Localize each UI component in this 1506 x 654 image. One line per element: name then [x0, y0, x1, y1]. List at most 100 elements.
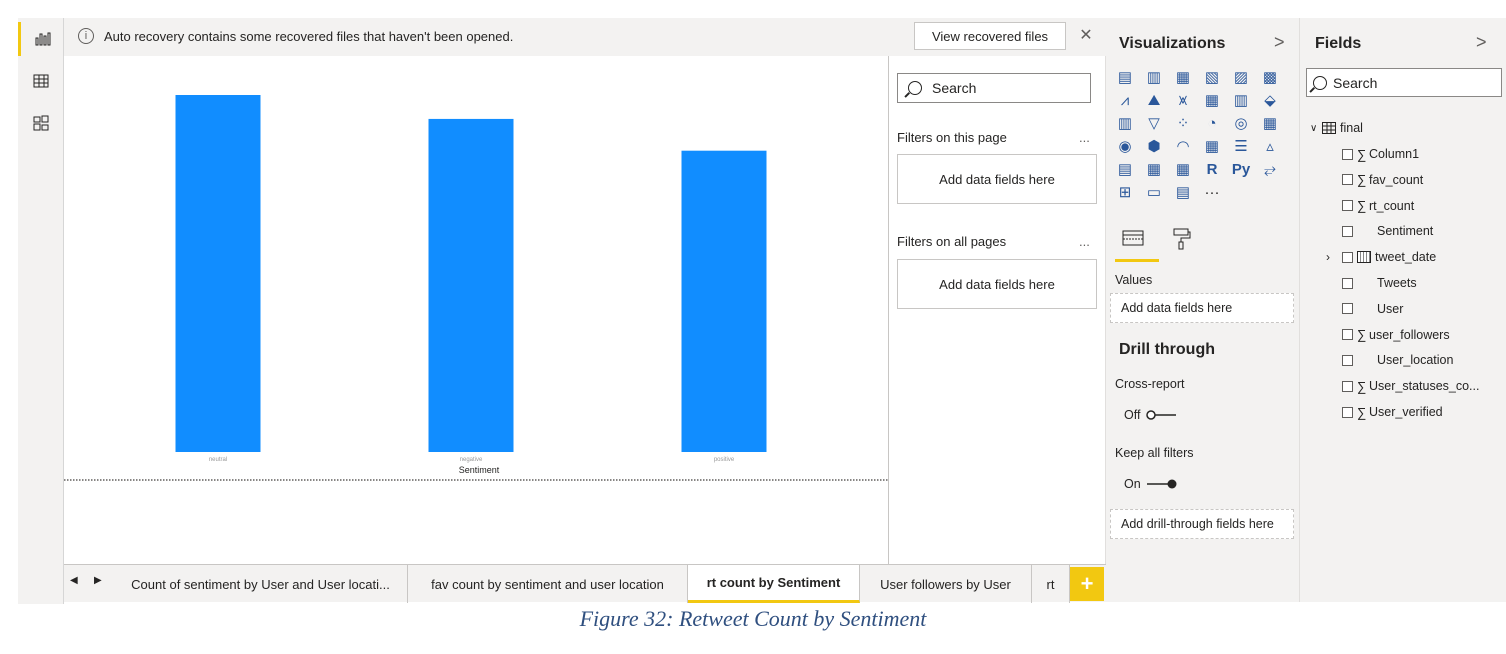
calendar-icon	[1357, 251, 1371, 264]
cross-report-label: Cross-report	[1115, 377, 1185, 391]
clustered-bar-icon[interactable]: ▦	[1175, 69, 1191, 86]
line-column-icon[interactable]: ▦	[1204, 92, 1220, 109]
100-column-icon[interactable]: ▩	[1262, 69, 1278, 86]
keep-all-filters-toggle[interactable]: On	[1124, 477, 1177, 491]
qa-icon[interactable]: ▭	[1146, 184, 1162, 201]
pie-chart-icon[interactable]: ◔	[1207, 115, 1217, 132]
sigma-icon: ∑	[1357, 172, 1367, 188]
field-sentiment[interactable]: Sentiment	[1342, 221, 1433, 241]
field-user-verified[interactable]: ∑ User_verified	[1342, 402, 1443, 422]
stacked-column-icon[interactable]: ▥	[1146, 69, 1162, 86]
decomposition-tree-icon[interactable]: ⊞	[1118, 184, 1132, 201]
chevron-right-icon[interactable]: >	[1274, 32, 1285, 52]
filled-map-icon[interactable]: ⬢	[1147, 138, 1161, 155]
ribbon-chart-icon[interactable]: ⬙	[1264, 92, 1276, 109]
add-page-button[interactable]: +	[1070, 567, 1104, 601]
field-checkbox[interactable]	[1342, 251, 1353, 263]
donut-chart-icon[interactable]: ◎	[1234, 115, 1248, 132]
field-label: user_followers	[1369, 327, 1450, 342]
funnel-icon[interactable]: ▽	[1148, 115, 1160, 132]
chevron-down-icon: ∨	[1310, 122, 1318, 134]
info-icon: i	[78, 28, 94, 44]
field-checkbox[interactable]	[1342, 200, 1353, 212]
model-view-icon[interactable]	[18, 106, 64, 140]
sigma-icon: ∑	[1357, 146, 1367, 162]
line-clustered-icon[interactable]: ▥	[1233, 92, 1249, 109]
filters-search-input[interactable]: Search	[897, 73, 1091, 103]
drill-through-drop-zone[interactable]: Add drill-through fields here	[1110, 509, 1294, 539]
field-checkbox[interactable]	[1342, 354, 1353, 366]
card-icon[interactable]: ▦	[1204, 138, 1220, 155]
slicer-icon[interactable]: ▤	[1117, 161, 1133, 178]
python-visual-icon[interactable]: Py	[1231, 161, 1251, 178]
field-user-followers[interactable]: ∑ user_followers	[1342, 325, 1450, 345]
field-tweet-date[interactable]: › tweet_date	[1326, 247, 1436, 267]
filters-pane: Search Filters on this page ... Add data…	[888, 56, 1106, 602]
line-chart-icon[interactable]: ⩘	[1120, 92, 1130, 109]
page-tab[interactable]: rt	[1032, 565, 1070, 603]
field-user[interactable]: User	[1342, 299, 1403, 319]
filters-page-drop-zone[interactable]: Add data fields here	[897, 154, 1097, 204]
field-checkbox[interactable]	[1342, 148, 1353, 160]
fields-well-tab-icon[interactable]	[1122, 230, 1146, 250]
field-rt-count[interactable]: ∑ rt_count	[1342, 196, 1414, 216]
scatter-icon[interactable]: ⁘	[1176, 115, 1190, 132]
field-checkbox[interactable]	[1342, 380, 1353, 392]
gauge-icon[interactable]: ◠	[1176, 138, 1190, 155]
bar-positive[interactable]	[681, 150, 767, 452]
search-icon	[908, 81, 922, 95]
multi-row-card-icon[interactable]: ☰	[1234, 138, 1248, 155]
bar-negative[interactable]	[428, 118, 514, 452]
area-chart-icon[interactable]: ⛰	[1147, 92, 1161, 109]
report-view-icon[interactable]	[18, 22, 64, 56]
stacked-area-icon[interactable]: ⩙	[1178, 92, 1188, 109]
fields-search-input[interactable]: Search	[1306, 68, 1502, 97]
data-view-icon[interactable]	[18, 64, 64, 98]
table-icon	[1322, 122, 1336, 134]
page-tab[interactable]: User followers by User	[860, 565, 1032, 603]
bar-chart[interactable]: neutral negative positive Sentiment	[64, 56, 888, 564]
table-node-final[interactable]: ∨ final	[1310, 118, 1363, 138]
field-column1[interactable]: ∑ Column1	[1342, 144, 1419, 164]
view-recovered-files-button[interactable]: View recovered files	[914, 22, 1066, 50]
table-icon[interactable]: ▦	[1146, 161, 1162, 178]
r-visual-icon[interactable]: R	[1206, 161, 1218, 178]
more-options-icon[interactable]: ...	[1079, 234, 1090, 249]
filters-all-drop-zone[interactable]: Add data fields here	[897, 259, 1097, 309]
more-visuals-icon[interactable]: ···	[1204, 184, 1220, 201]
more-options-icon[interactable]: ...	[1079, 130, 1090, 145]
cross-report-toggle[interactable]: Off	[1124, 408, 1177, 422]
tab-scroll-right-icon[interactable]: ▶	[94, 575, 102, 586]
close-icon[interactable]: ✕	[1079, 27, 1093, 44]
waterfall-icon[interactable]: ▥	[1117, 115, 1133, 132]
kpi-icon[interactable]: ▵	[1266, 138, 1274, 155]
fields-search-placeholder: Search	[1333, 74, 1378, 91]
format-paint-roller-icon[interactable]	[1172, 228, 1194, 252]
tab-scroll-left-icon[interactable]: ◀	[70, 575, 78, 586]
page-tab[interactable]: rt count by Sentiment	[688, 565, 860, 603]
table-name: final	[1340, 121, 1363, 135]
field-checkbox[interactable]	[1342, 406, 1353, 418]
100-bar-icon[interactable]: ▨	[1233, 69, 1249, 86]
page-tab[interactable]: Count of sentiment by User and User loca…	[114, 565, 408, 603]
field-checkbox[interactable]	[1342, 329, 1353, 341]
matrix-icon[interactable]: ▦	[1175, 161, 1191, 178]
field-user-statuses-co-[interactable]: ∑ User_statuses_co...	[1342, 376, 1479, 396]
page-tab[interactable]: fav count by sentiment and user location	[408, 565, 688, 603]
field-checkbox[interactable]	[1342, 174, 1353, 186]
field-checkbox[interactable]	[1342, 303, 1353, 315]
field-fav-count[interactable]: ∑ fav_count	[1342, 170, 1423, 190]
bar-neutral[interactable]	[175, 95, 261, 452]
clustered-column-icon[interactable]: ▧	[1204, 69, 1220, 86]
map-icon[interactable]: ◉	[1118, 138, 1132, 155]
treemap-icon[interactable]: ▦	[1262, 115, 1278, 132]
stacked-bar-icon[interactable]: ▤	[1117, 69, 1133, 86]
smart-narrative-icon[interactable]: ▤	[1175, 184, 1191, 201]
values-drop-zone[interactable]: Add data fields here	[1110, 293, 1294, 323]
field-checkbox[interactable]	[1342, 225, 1353, 237]
field-user-location[interactable]: User_location	[1342, 350, 1453, 370]
key-influencers-icon[interactable]: ⥂	[1263, 161, 1276, 178]
chevron-right-icon[interactable]: >	[1476, 32, 1487, 52]
field-checkbox[interactable]	[1342, 277, 1353, 289]
field-tweets[interactable]: Tweets	[1342, 273, 1417, 293]
